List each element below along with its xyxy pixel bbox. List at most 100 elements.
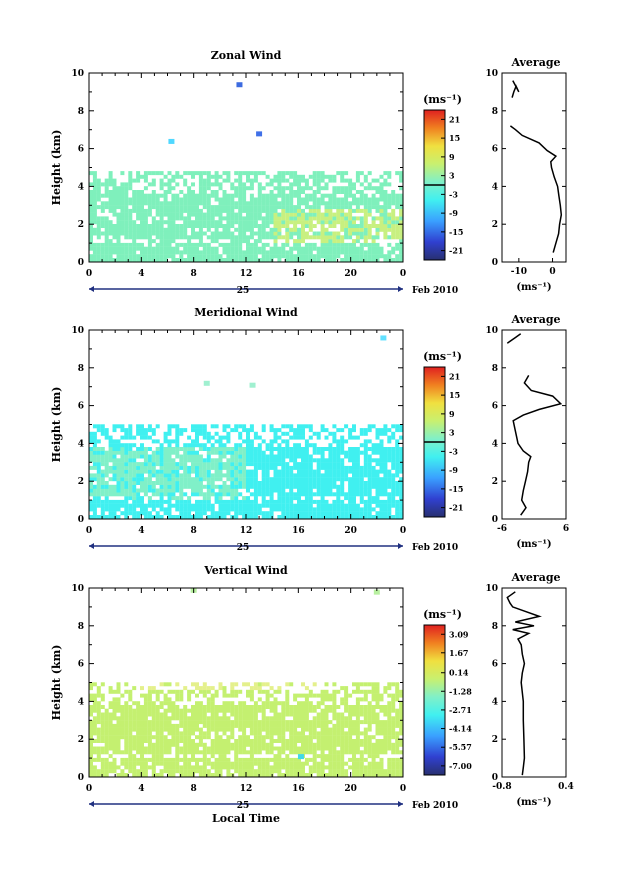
- heatmap-cell: [222, 708, 227, 713]
- heatmap-cell: [147, 462, 152, 467]
- heatmap-cell: [238, 492, 243, 497]
- heatmap-cell: [387, 205, 392, 210]
- heatmap-cell: [257, 447, 262, 451]
- heatmap-cell: [187, 201, 192, 206]
- heatmap-cell: [175, 454, 180, 459]
- heatmap-cell: [399, 761, 404, 766]
- heatmap-cell: [344, 761, 349, 766]
- heatmap-cell: [367, 701, 372, 706]
- heatmap-cell: [371, 443, 376, 448]
- heatmap-cell: [246, 186, 250, 191]
- heatmap-cell: [328, 484, 333, 489]
- heatmap-cell: [136, 481, 141, 485]
- heatmap-cell: [143, 454, 148, 459]
- heatmap-cell: [116, 697, 121, 702]
- heatmap-cell: [328, 447, 333, 451]
- heatmap-cell: [352, 250, 356, 255]
- heatmap-cell: [128, 178, 133, 183]
- heatmap-cell: [391, 235, 396, 240]
- heatmap-cell: [124, 712, 129, 717]
- heatmap-cell: [96, 754, 101, 759]
- heatmap-cell: [320, 742, 325, 747]
- heatmap-cell: [155, 193, 160, 198]
- heatmap-cell: [312, 761, 317, 766]
- heatmap-cell: [387, 693, 392, 698]
- heatmap-cell: [285, 499, 290, 504]
- heatmap-cell: [265, 477, 270, 482]
- heatmap-cell: [242, 208, 247, 213]
- heatmap-cell: [195, 242, 199, 247]
- heatmap-cell: [179, 689, 184, 694]
- heatmap-cell: [352, 242, 356, 247]
- heatmap-cell: [340, 227, 345, 232]
- heatmap-cell: [100, 193, 105, 198]
- heatmap-cell: [234, 716, 239, 721]
- heatmap-cell: [289, 761, 294, 766]
- heatmap-cell: [246, 693, 250, 698]
- heatmap-cell: [304, 727, 309, 732]
- heatmap-cell: [159, 492, 164, 497]
- heatmap-cell: [104, 454, 109, 459]
- heatmap-cell: [124, 481, 129, 485]
- heatmap-cell: [175, 212, 180, 217]
- heatmap-cell: [159, 720, 164, 725]
- heatmap-cell: [316, 515, 321, 519]
- heatmap-cell: [269, 231, 274, 236]
- heatmap-cell: [359, 254, 364, 259]
- heatmap-cell: [273, 765, 278, 770]
- heatmap-cell: [281, 197, 286, 202]
- colorbar-tick-label: -9: [449, 208, 458, 218]
- heatmap-cell: [269, 182, 274, 187]
- heatmap-cell: [124, 765, 129, 770]
- heatmap-cell: [226, 231, 231, 236]
- heatmap-cell: [355, 190, 360, 194]
- heatmap-cell: [159, 499, 164, 504]
- heatmap-cell: [387, 742, 392, 747]
- heatmap-cell: [371, 757, 376, 762]
- heatmap-cell: [391, 246, 396, 251]
- heatmap-cell: [285, 239, 290, 244]
- heatmap-cell: [234, 171, 239, 176]
- heatmap-cell: [367, 201, 372, 206]
- heatmap-cell: [234, 469, 239, 474]
- heatmap-cell: [304, 735, 309, 740]
- heatmap-cell: [375, 473, 380, 478]
- heatmap-cell: [175, 465, 180, 470]
- heatmap-cell: [273, 431, 278, 436]
- heatmap-cell: [124, 773, 129, 777]
- heatmap-cell: [112, 765, 117, 770]
- heatmap-cell: [246, 515, 250, 519]
- panel-title: Meridional Wind: [194, 306, 298, 319]
- heatmap-cell: [253, 515, 258, 519]
- heatmap-cell: [206, 689, 211, 694]
- heatmap-cell: [297, 488, 301, 493]
- heatmap-cell: [253, 447, 258, 451]
- heatmap-cell: [277, 488, 282, 493]
- heatmap-cell: [191, 212, 195, 217]
- heatmap-cell: [261, 171, 266, 176]
- panel-title: Zonal Wind: [211, 49, 282, 62]
- heatmap-cell: [308, 731, 313, 736]
- heatmap-cell: [312, 720, 317, 725]
- heatmap-cell: [395, 492, 400, 497]
- heatmap-cell: [238, 481, 243, 485]
- heatmap-cell: [336, 254, 341, 259]
- heatmap-cell: [391, 742, 396, 747]
- heatmap-cell: [214, 439, 219, 444]
- heatmap-cell: [273, 477, 278, 482]
- heatmap-cell: [246, 705, 250, 709]
- heatmap-cell: [92, 515, 97, 519]
- heatmap-cell: [163, 742, 168, 747]
- heatmap-cell: [273, 469, 278, 474]
- heatmap-cell: [285, 773, 290, 777]
- heatmap-cell: [285, 754, 290, 759]
- heatmap-cell: [359, 689, 364, 694]
- heatmap-cell: [352, 481, 356, 485]
- heatmap-cell: [316, 171, 321, 176]
- heatmap-cell: [198, 208, 203, 213]
- heatmap-cell: [320, 503, 325, 508]
- heatmap-cell: [100, 447, 105, 451]
- heatmap-cell: [375, 450, 380, 455]
- heatmap-cell: [132, 258, 137, 262]
- y-tick-label: 10: [71, 326, 84, 336]
